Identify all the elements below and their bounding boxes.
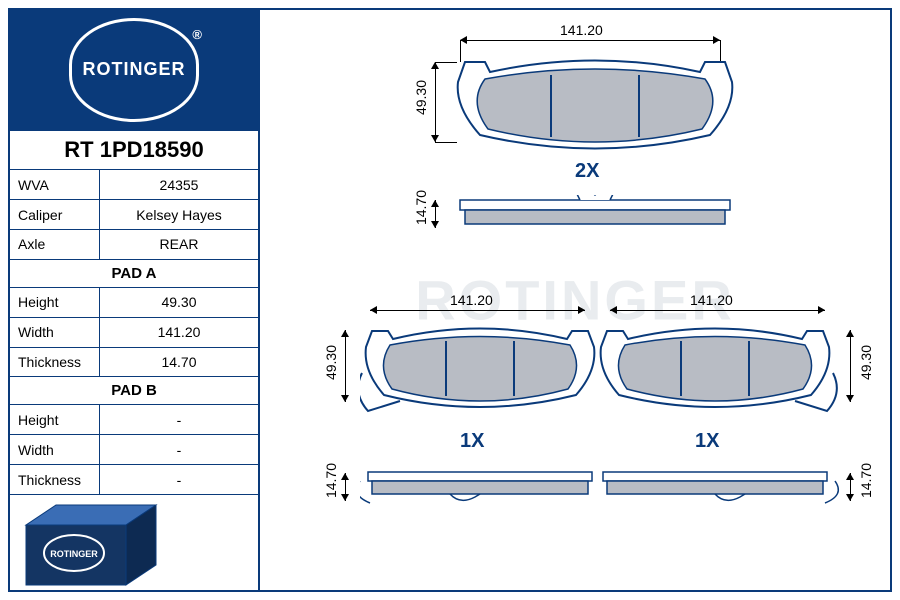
bl-height-dim: 49.30 <box>323 345 339 380</box>
diagram-area: ROTINGER 141.20 49.30 2X 14.70 <box>260 10 890 590</box>
pad-a-width-label: Width <box>10 318 100 347</box>
br-qty: 1X <box>695 430 719 453</box>
dim-line <box>610 310 825 311</box>
outer-frame: ROTINGER ® RT 1PD18590 WVA 24355 Caliper… <box>8 8 892 592</box>
registered-mark: ® <box>192 27 202 42</box>
pad-b-width-row: Width - <box>10 435 258 465</box>
dim-line <box>460 40 720 41</box>
wva-value: 24355 <box>100 170 258 199</box>
pad-a-thickness-value: 14.70 <box>100 348 258 377</box>
product-box-cell: ROTINGER <box>10 495 258 590</box>
dim-line <box>345 330 346 402</box>
br-width-dim: 141.20 <box>690 292 733 308</box>
dim-line <box>435 200 436 228</box>
axle-value: REAR <box>100 230 258 259</box>
pad-b-header: PAD B <box>10 377 258 405</box>
brake-pad-front-icon <box>360 323 610 423</box>
brake-pad-side-icon <box>360 467 610 512</box>
pad-a-thickness-label: Thickness <box>10 348 100 377</box>
br-thickness-dim: 14.70 <box>858 463 874 498</box>
bl-thickness-dim: 14.70 <box>323 463 339 498</box>
bl-width-dim: 141.20 <box>450 292 493 308</box>
spec-row-wva: WVA 24355 <box>10 170 258 200</box>
pad-b-height-value: - <box>100 405 258 434</box>
pad-b-thickness-row: Thickness - <box>10 465 258 495</box>
caliper-label: Caliper <box>10 200 100 229</box>
dim-line <box>850 330 851 402</box>
top-qty: 2X <box>575 160 599 183</box>
pad-group-bottom-left: 141.20 49.30 1X 14.70 <box>305 295 615 575</box>
dim-line <box>850 473 851 501</box>
pad-b-height-row: Height - <box>10 405 258 435</box>
brake-pad-front-icon <box>595 323 845 423</box>
pad-a-thickness-row: Thickness 14.70 <box>10 348 258 378</box>
part-number: RT 1PD18590 <box>10 131 258 170</box>
pad-b-width-value: - <box>100 435 258 464</box>
dim-line <box>345 473 346 501</box>
pad-b-thickness-value: - <box>100 465 258 494</box>
pad-a-height-row: Height 49.30 <box>10 288 258 318</box>
brake-pad-side-icon <box>450 195 740 235</box>
spec-row-axle: Axle REAR <box>10 230 258 260</box>
pad-b-height-label: Height <box>10 405 100 434</box>
top-width-dim: 141.20 <box>560 22 603 38</box>
brand-name: ROTINGER <box>82 59 185 80</box>
wva-label: WVA <box>10 170 100 199</box>
top-thickness-dim: 14.70 <box>413 190 429 225</box>
pad-a-width-row: Width 141.20 <box>10 318 258 348</box>
dim-line <box>370 310 585 311</box>
bl-qty: 1X <box>460 430 484 453</box>
pad-a-height-value: 49.30 <box>100 288 258 317</box>
pad-group-bottom-right: 141.20 49.30 1X 14.70 <box>590 295 900 575</box>
brake-pad-front-icon <box>450 57 740 152</box>
brake-pad-side-icon <box>595 467 845 512</box>
logo-cell: ROTINGER ® <box>10 10 258 131</box>
pad-a-height-label: Height <box>10 288 100 317</box>
br-height-dim: 49.30 <box>858 345 874 380</box>
pad-b-width-label: Width <box>10 435 100 464</box>
pad-b-thickness-label: Thickness <box>10 465 100 494</box>
axle-label: Axle <box>10 230 100 259</box>
product-box-icon: ROTINGER <box>16 495 166 590</box>
pad-a-header: PAD A <box>10 260 258 288</box>
pad-a-width-value: 141.20 <box>100 318 258 347</box>
spec-row-caliper: Caliper Kelsey Hayes <box>10 200 258 230</box>
brand-logo: ROTINGER ® <box>69 18 199 122</box>
caliper-value: Kelsey Hayes <box>100 200 258 229</box>
top-height-dim: 49.30 <box>413 80 429 115</box>
svg-text:ROTINGER: ROTINGER <box>50 549 98 559</box>
pad-group-top: 141.20 49.30 2X 14.70 <box>380 25 780 275</box>
spec-panel: ROTINGER ® RT 1PD18590 WVA 24355 Caliper… <box>10 10 260 590</box>
dim-line <box>435 62 436 142</box>
